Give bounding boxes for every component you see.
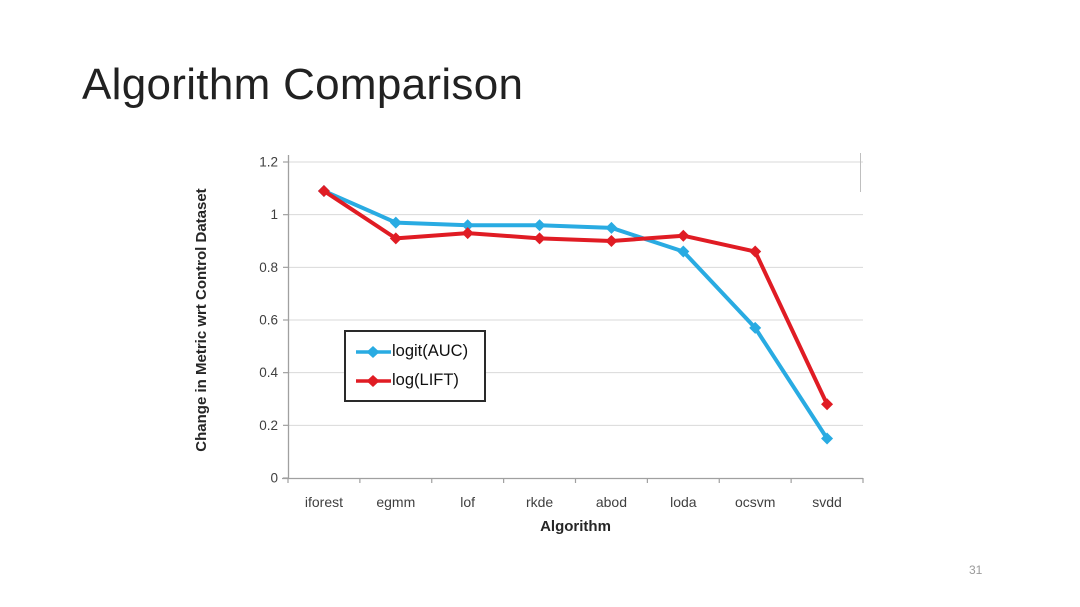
- x-category-label: svdd: [812, 494, 842, 510]
- x-category-label: ocsvm: [735, 494, 775, 510]
- x-category-label: egmm: [376, 494, 415, 510]
- data-point-log-lift-abod: [605, 235, 618, 247]
- y-tick-label: 0.2: [259, 418, 278, 433]
- legend-diamond: [366, 345, 380, 358]
- data-point-logit-auc-rkde: [533, 219, 546, 232]
- data-point-logit-auc-loda: [677, 245, 690, 258]
- page-number: 31: [969, 563, 983, 577]
- x-category-label: rkde: [526, 494, 553, 510]
- data-point-logit-auc-abod: [605, 221, 618, 234]
- data-point-log-lift-svdd: [821, 398, 834, 411]
- x-category-label: iforest: [305, 494, 343, 510]
- legend-item-log-lift: log(LIFT): [355, 371, 484, 390]
- data-point-log-lift-rkde: [533, 232, 546, 245]
- y-axis-title: Change in Metric wrt Control Dataset: [193, 188, 210, 451]
- data-point-log-lift-egmm: [389, 232, 402, 245]
- legend-diamond: [366, 374, 380, 387]
- data-point-logit-auc-svdd: [821, 432, 834, 445]
- x-axis-title: Algorithm: [540, 518, 611, 535]
- series-line-logit-auc: [321, 188, 830, 441]
- y-tick-label: 0.4: [259, 365, 278, 380]
- data-point-log-lift-ocsvm: [749, 245, 762, 258]
- chart-legend: logit(AUC) log(LIFT): [344, 330, 486, 402]
- data-point-logit-auc-egmm: [389, 216, 402, 229]
- data-point-logit-auc-lof: [461, 219, 474, 232]
- logit-auc-line-marker-icon: [356, 345, 391, 358]
- series-line-log-lift: [321, 188, 830, 407]
- y-tick-label: 1: [270, 207, 278, 222]
- x-category-label: loda: [670, 494, 697, 510]
- y-tick-label: 0: [270, 471, 278, 486]
- data-point-log-lift-lof: [461, 227, 474, 240]
- data-point-log-lift-loda: [677, 229, 690, 242]
- data-point-logit-auc-ocsvm: [749, 321, 762, 334]
- y-tick-label: 0.8: [259, 260, 278, 275]
- legend-item-logit-auc: logit(AUC): [355, 342, 484, 361]
- data-point-log-lift-iforest: [317, 184, 330, 197]
- y-tick-label: 1.2: [259, 155, 278, 170]
- legend-label-log-lift: log(LIFT): [392, 371, 459, 389]
- log-lift-line-marker-icon: [356, 374, 391, 387]
- slide-title: Algorithm Comparison: [82, 60, 524, 109]
- y-tick-label: 0.6: [259, 313, 278, 328]
- x-category-label: abod: [596, 494, 627, 510]
- legend-label-logit-auc: logit(AUC): [392, 342, 469, 360]
- x-category-label: lof: [460, 494, 475, 510]
